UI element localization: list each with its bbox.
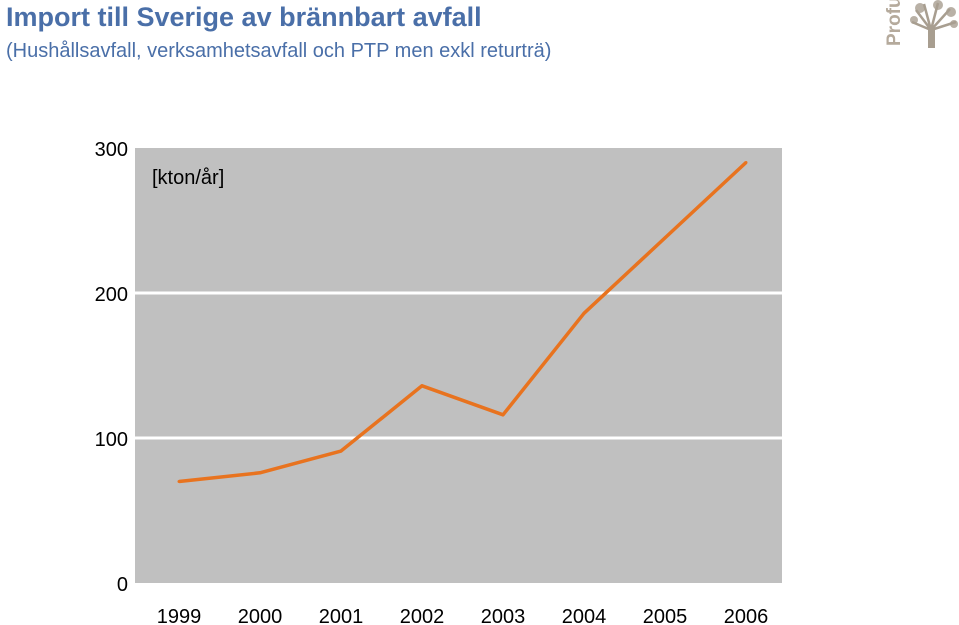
data-point bbox=[501, 413, 505, 417]
tree-icon bbox=[910, 0, 958, 48]
profu-logo: Profu bbox=[884, 0, 958, 48]
y-tick-label: 100 bbox=[95, 429, 128, 451]
y-tick-label: 300 bbox=[95, 139, 128, 161]
y-axis-label: [kton/år] bbox=[152, 167, 224, 189]
series-layer bbox=[177, 161, 748, 484]
x-axis-ticks: 1999 2000 2001 2002 2003 2004 2005 2006 bbox=[157, 606, 769, 625]
logo-text: Profu bbox=[884, 0, 905, 46]
x-tick-label: 2006 bbox=[724, 606, 769, 625]
data-point bbox=[420, 384, 424, 388]
data-point bbox=[663, 236, 667, 240]
x-tick-label: 2001 bbox=[319, 606, 364, 625]
y-tick-label: 0 bbox=[117, 574, 128, 596]
gridlines bbox=[135, 291, 782, 440]
x-tick-label: 2004 bbox=[562, 606, 607, 625]
data-point bbox=[744, 161, 748, 164]
plot-area bbox=[135, 148, 782, 583]
y-axis-ticks: 0 100 200 300 bbox=[95, 139, 128, 596]
x-tick-label: 1999 bbox=[157, 606, 202, 625]
x-tick-label: 2002 bbox=[400, 606, 445, 625]
y-tick-label: 200 bbox=[95, 284, 128, 306]
data-point bbox=[339, 449, 343, 453]
x-tick-label: 2003 bbox=[481, 606, 526, 625]
data-point bbox=[582, 311, 586, 315]
data-point bbox=[258, 471, 262, 475]
data-point bbox=[177, 480, 181, 483]
page-title: Import till Sverige av brännbart avfall bbox=[6, 2, 482, 32]
x-tick-label: 2000 bbox=[238, 606, 283, 625]
page-subtitle: (Hushållsavfall, verksamhetsavfall och P… bbox=[6, 40, 552, 62]
x-tick-label: 2005 bbox=[643, 606, 688, 625]
series-line bbox=[178, 161, 748, 484]
